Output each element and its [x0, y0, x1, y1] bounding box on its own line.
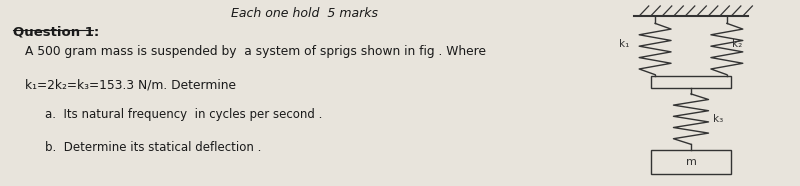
- Text: a.  Its natural frequency  in cycles per second .: a. Its natural frequency in cycles per s…: [46, 108, 322, 121]
- Text: Question 1:: Question 1:: [14, 25, 99, 38]
- Text: k₃: k₃: [714, 114, 723, 124]
- Text: m: m: [686, 157, 697, 167]
- Text: Each one hold  5 marks: Each one hold 5 marks: [231, 7, 378, 20]
- Text: A 500 gram mass is suspended by  a system of sprigs shown in fig . Where: A 500 gram mass is suspended by a system…: [26, 45, 486, 58]
- Text: b.  Determine its statical deflection .: b. Determine its statical deflection .: [46, 141, 262, 154]
- Text: k₂: k₂: [732, 39, 742, 49]
- Text: k₁: k₁: [619, 39, 630, 49]
- FancyBboxPatch shape: [651, 76, 731, 88]
- Text: k₁=2k₂=k₃=153.3 N/m. Determine: k₁=2k₂=k₃=153.3 N/m. Determine: [26, 78, 236, 91]
- FancyBboxPatch shape: [651, 150, 731, 174]
